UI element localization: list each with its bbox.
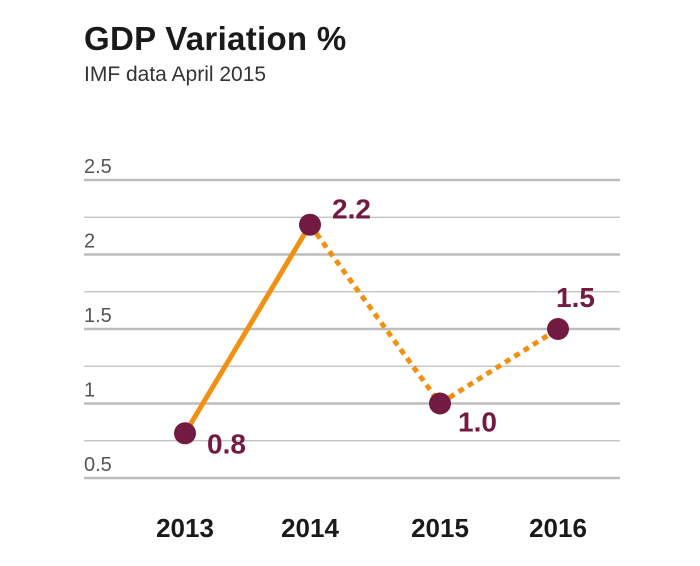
line-segment-dotted <box>438 326 560 406</box>
y-tick-label: 2.5 <box>84 156 112 178</box>
line-segment-solid <box>182 223 313 435</box>
data-label: 1.0 <box>458 407 497 438</box>
line-segment-dotted <box>307 223 443 405</box>
y-tick-label: 1 <box>84 380 95 402</box>
x-tick-label: 2016 <box>529 513 587 543</box>
data-point <box>299 213 321 236</box>
y-tick-label: 2 <box>84 231 95 253</box>
data-point <box>429 392 451 415</box>
data-label: 0.8 <box>207 428 246 459</box>
y-tick-label: 0.5 <box>84 454 112 476</box>
chart-subtitle: IMF data April 2015 <box>84 63 267 86</box>
x-tick-label: 2014 <box>281 513 339 543</box>
data-label: 2.2 <box>332 194 371 225</box>
x-tick-label: 2015 <box>411 513 469 543</box>
x-tick-label: 2013 <box>156 513 214 543</box>
data-point <box>174 422 196 445</box>
data-label: 1.5 <box>556 282 595 313</box>
data-point <box>547 318 569 340</box>
chart-title: GDP Variation % <box>84 20 347 57</box>
y-tick-label: 1.5 <box>84 305 112 327</box>
